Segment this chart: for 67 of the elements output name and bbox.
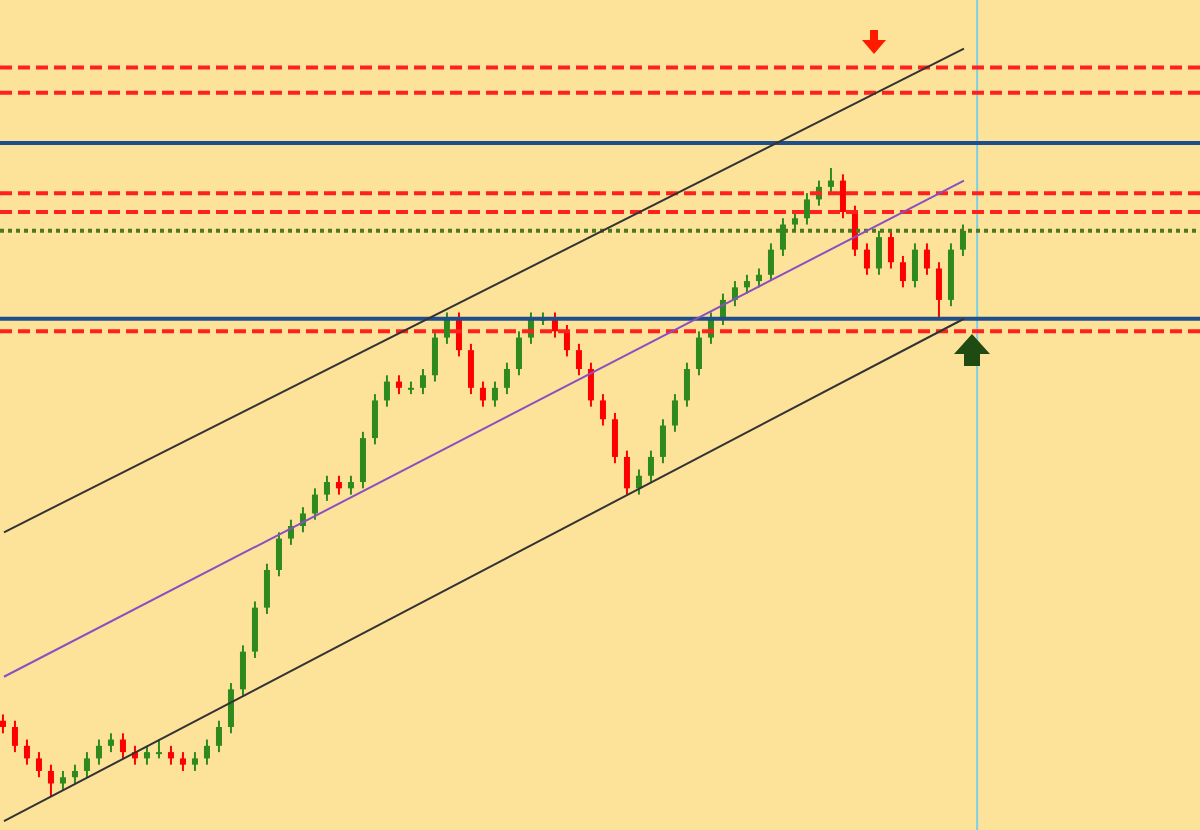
candlestick (143, 744, 150, 766)
candlestick (107, 732, 114, 754)
candlestick (503, 361, 510, 396)
candlestick (11, 719, 18, 754)
candlestick (683, 361, 690, 408)
candlestick (899, 254, 906, 289)
candlestick (347, 474, 354, 496)
candlestick (383, 374, 390, 408)
candlestick (779, 217, 786, 257)
candlestick (587, 361, 594, 408)
candlestick (191, 751, 198, 772)
candlestick (215, 719, 222, 754)
candlestick (827, 167, 834, 195)
candlestick (803, 192, 810, 226)
candlestick (743, 273, 750, 295)
candlestick (323, 474, 330, 502)
candlestick (755, 267, 762, 289)
candlestick (71, 763, 78, 785)
candlestick (839, 173, 846, 220)
candlestick (515, 330, 522, 377)
candlestick (635, 468, 642, 496)
candlestick (0, 713, 6, 735)
candlestick (467, 342, 474, 396)
candlestick (359, 430, 366, 490)
candlestick (395, 374, 402, 396)
candlestick (935, 261, 942, 320)
candlestick (179, 751, 186, 772)
candlestick (863, 242, 870, 276)
candlestick (611, 411, 618, 465)
candlestick (887, 229, 894, 270)
candlestick (227, 682, 234, 735)
candlestick (59, 769, 66, 791)
candlestick (671, 393, 678, 433)
candlestick (875, 229, 882, 276)
candlestick (479, 380, 486, 408)
candlestick (155, 738, 162, 760)
candlestick (923, 242, 930, 276)
candlestick (35, 751, 42, 779)
candlestick (791, 210, 798, 232)
candlestick (659, 418, 666, 465)
candlestick (647, 449, 654, 484)
candlestick (311, 487, 318, 521)
candlestick (623, 449, 630, 496)
candlestick (443, 311, 450, 345)
candlestick (251, 600, 258, 659)
candlestick (275, 531, 282, 578)
candlestick (767, 242, 774, 283)
candlestick (83, 751, 90, 779)
candlestick (695, 330, 702, 377)
candlestick (203, 738, 210, 766)
candlestick (599, 393, 606, 427)
candlestick (119, 732, 126, 760)
candlestick (563, 324, 570, 358)
candlestick (47, 763, 54, 798)
candlestick (491, 380, 498, 408)
candlestick (167, 744, 174, 766)
candlestick (371, 393, 378, 446)
candlestick (575, 342, 582, 377)
candlestick (263, 562, 270, 615)
candlestick (23, 738, 30, 766)
candlestick (911, 242, 918, 289)
candlestick (959, 223, 966, 257)
candlestick (419, 367, 426, 396)
candlestick (239, 644, 246, 697)
candlestick (431, 330, 438, 383)
candlestick (335, 474, 342, 496)
candlestick (95, 738, 102, 766)
